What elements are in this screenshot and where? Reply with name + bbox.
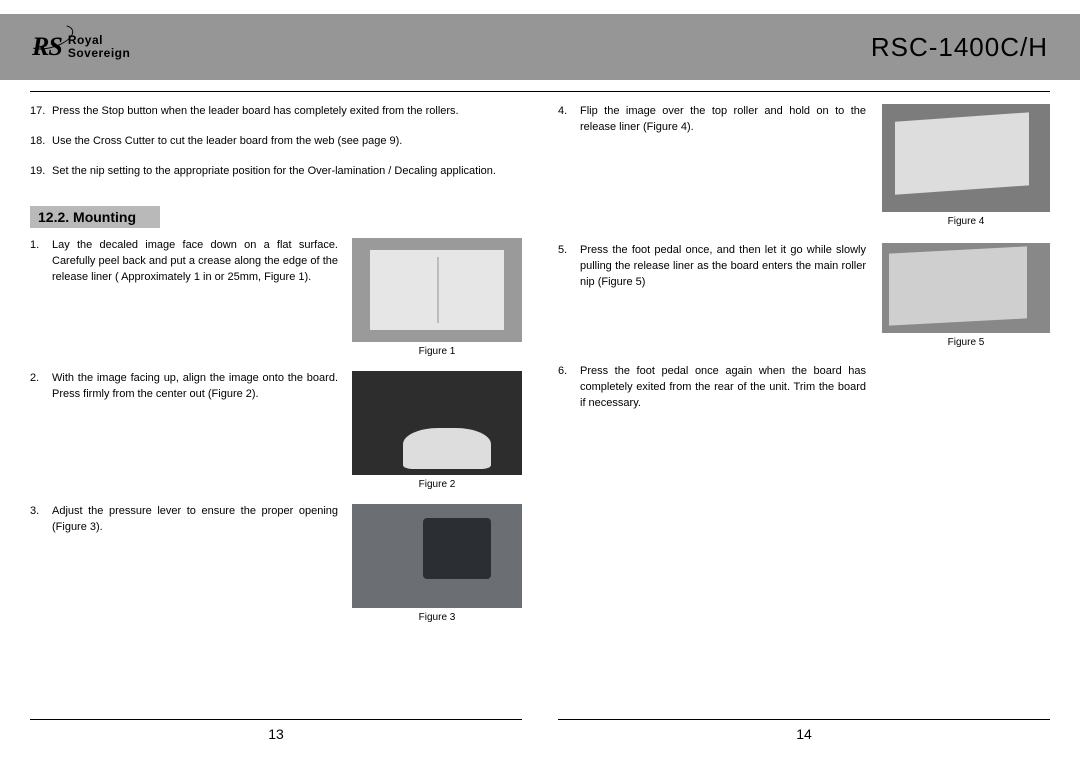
mount-step-row: 3. Adjust the pressure lever to ensure t… [30,504,522,623]
content-area: 17. Press the Stop button when the leade… [0,80,1080,637]
footer: 13 14 [30,719,1050,742]
list-item: 6. Press the foot pedal once again when … [558,364,866,412]
step-number: 6. [558,364,580,412]
figure-image [882,104,1050,212]
list-item: 17. Press the Stop button when the leade… [30,104,522,120]
header-inner: RS Royal Sovereign RSC-1400C/H [0,14,1080,80]
step-text: Press the Stop button when the leader bo… [52,104,522,120]
page-right: 4. Flip the image over the top roller an… [558,104,1050,637]
list-item: 3. Adjust the pressure lever to ensure t… [30,504,338,623]
figure-image [352,504,522,608]
figure-caption: Figure 3 [352,612,522,623]
list-item: 4. Flip the image over the top roller an… [558,104,866,227]
step-text: Press the foot pedal once, and then let … [580,243,866,348]
brand-mark: RS [32,32,62,62]
right-step-row: 4. Flip the image over the top roller an… [558,104,1050,227]
page-number-right: 14 [558,719,1050,742]
brand-text: Royal Sovereign [68,34,131,59]
step-number: 5. [558,243,580,348]
right-step-row: 5. Press the foot pedal once, and then l… [558,243,1050,348]
list-item: 5. Press the foot pedal once, and then l… [558,243,866,348]
step-number: 18. [30,134,52,150]
figure-block-empty [882,364,1050,412]
model-number: RSC-1400C/H [871,32,1048,63]
list-item: 1. Lay the decaled image face down on a … [30,238,338,357]
figure-block: Figure 2 [352,371,522,490]
right-step-row: 6. Press the foot pedal once again when … [558,364,1050,412]
section-heading: 12.2. Mounting [30,206,160,228]
mount-step-row: 1. Lay the decaled image face down on a … [30,238,522,357]
step-number: 3. [30,504,52,623]
figure-image [882,243,1050,333]
figure-caption: Figure 4 [882,216,1050,227]
step-number: 19. [30,164,52,180]
header-bar: RS Royal Sovereign RSC-1400C/H [0,0,1080,80]
step-text: Use the Cross Cutter to cut the leader b… [52,134,522,150]
figure-block: Figure 4 [882,104,1050,227]
step-text: Adjust the pressure lever to ensure the … [52,504,338,623]
brand-logo: RS Royal Sovereign [32,32,130,62]
figure-block: Figure 3 [352,504,522,623]
list-item: 18. Use the Cross Cutter to cut the lead… [30,134,522,150]
figure-caption: Figure 5 [882,337,1050,348]
figure-block: Figure 1 [352,238,522,357]
figure-caption: Figure 2 [352,479,522,490]
step-number: 4. [558,104,580,227]
step-text: With the image facing up, align the imag… [52,371,338,490]
brand-line2: Sovereign [68,46,131,60]
figure-image [352,238,522,342]
header-rule [30,91,1050,92]
page-number-left: 13 [30,719,522,742]
step-number: 2. [30,371,52,490]
step-text: Press the foot pedal once again when the… [580,364,866,412]
page-left: 17. Press the Stop button when the leade… [30,104,522,637]
pre-steps-list: 17. Press the Stop button when the leade… [30,104,522,180]
list-item: 2. With the image facing up, align the i… [30,371,338,490]
step-text: Lay the decaled image face down on a fla… [52,238,338,357]
figure-caption: Figure 1 [352,346,522,357]
list-item: 19. Set the nip setting to the appropria… [30,164,522,180]
step-number: 1. [30,238,52,357]
figure-image [352,371,522,475]
mount-step-row: 2. With the image facing up, align the i… [30,371,522,490]
step-text: Set the nip setting to the appropriate p… [52,164,522,180]
step-number: 17. [30,104,52,120]
figure-block: Figure 5 [882,243,1050,348]
step-text: Flip the image over the top roller and h… [580,104,866,227]
